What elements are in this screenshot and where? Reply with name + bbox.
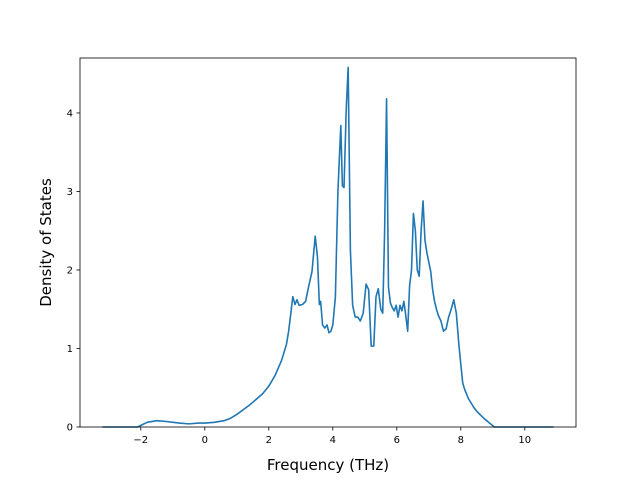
- x-tick-label: 0: [202, 435, 208, 446]
- x-tick-label: 4: [330, 435, 336, 446]
- x-tick-label: 8: [458, 435, 464, 446]
- plot-area: [80, 58, 576, 427]
- x-tick-label: −2: [133, 435, 148, 446]
- x-axis-label: Frequency (THz): [267, 456, 389, 474]
- y-tick-label: 4: [67, 108, 73, 119]
- plot-frame: [79, 57, 577, 428]
- x-tick-label: 2: [266, 435, 272, 446]
- x-tick-label: 6: [394, 435, 400, 446]
- y-axis-label: Density of States: [37, 178, 55, 307]
- y-tick-label: 1: [67, 344, 73, 355]
- y-tick-label: 0: [67, 423, 73, 434]
- x-tick-label: 10: [518, 435, 531, 446]
- y-tick-label: 2: [67, 265, 73, 276]
- y-axis-ticks: 0 1 2 3 4: [67, 108, 80, 434]
- dos-series-line: [102, 66, 554, 428]
- y-tick-label: 3: [67, 187, 73, 198]
- series-layer: [102, 66, 554, 428]
